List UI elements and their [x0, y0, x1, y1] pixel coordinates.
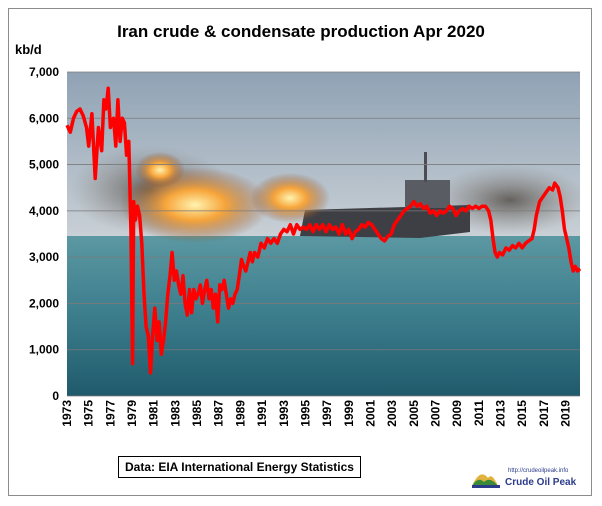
- ship-mast: [424, 152, 427, 182]
- x-tick-label: 2017: [537, 400, 551, 427]
- x-tick-label: 1989: [233, 400, 247, 427]
- logo-url: http://crudeoilpeak.info: [508, 468, 569, 474]
- logo-name: Crude Oil Peak: [505, 477, 577, 488]
- y-axis-label: kb/d: [15, 42, 42, 57]
- series-group: [65, 86, 582, 375]
- x-tick-label: 1993: [277, 400, 291, 427]
- y-tick-label: 5,000: [29, 158, 59, 172]
- x-tick-label: 2007: [429, 400, 443, 427]
- source-note: Data: EIA International Energy Statistic…: [118, 456, 361, 478]
- x-tick-label: 1979: [125, 400, 139, 427]
- y-tick-labels: 0 1,000 2,000 3,000 4,000 5,000 6,000 7,000: [29, 65, 59, 403]
- background-photo: [67, 72, 580, 396]
- x-tick-label: 2015: [515, 400, 529, 427]
- y-tick-label: 0: [52, 389, 59, 403]
- x-tick-label: 1987: [212, 400, 226, 427]
- x-tick-label: 2011: [472, 400, 486, 426]
- y-tick-label: 1,000: [29, 343, 59, 357]
- y-tick-label: 7,000: [29, 65, 59, 79]
- y-tick-label: 3,000: [29, 250, 59, 264]
- x-tick-label: 2019: [559, 400, 573, 427]
- crude-oil-peak-logo: [472, 474, 500, 488]
- x-tick-label: 1999: [342, 400, 356, 427]
- x-tick-label: 1991: [255, 400, 269, 427]
- x-tick-label: 1975: [82, 400, 96, 427]
- x-tick-label: 1995: [298, 400, 312, 427]
- y-tick-label: 6,000: [29, 111, 59, 125]
- x-tick-label: 1981: [147, 400, 161, 427]
- x-tick-label: 2005: [407, 400, 421, 427]
- x-tick-label: 1977: [103, 400, 117, 427]
- x-tick-labels: 1973 1975 1977 1979 1981 1983 1985 1987 1989 1991…: [60, 400, 573, 427]
- fire-blast-3: [135, 152, 185, 188]
- fire-blast-2: [250, 173, 330, 223]
- x-tick-label: 2003: [385, 400, 399, 427]
- x-tick-label: 2013: [494, 400, 508, 427]
- x-tick-label: 2009: [450, 400, 464, 427]
- y-tick-label: 4,000: [29, 204, 59, 218]
- chart-title: Iran crude & condensate production Apr 2…: [117, 22, 485, 41]
- x-tick-label: 1997: [320, 400, 334, 427]
- x-tick-label: 1983: [168, 400, 182, 427]
- series-line-0: [65, 86, 582, 375]
- x-tick-label: 1973: [60, 400, 74, 427]
- y-tick-label: 2,000: [29, 296, 59, 310]
- x-tick-label: 1985: [190, 400, 204, 427]
- x-tick-label: 2001: [363, 400, 377, 427]
